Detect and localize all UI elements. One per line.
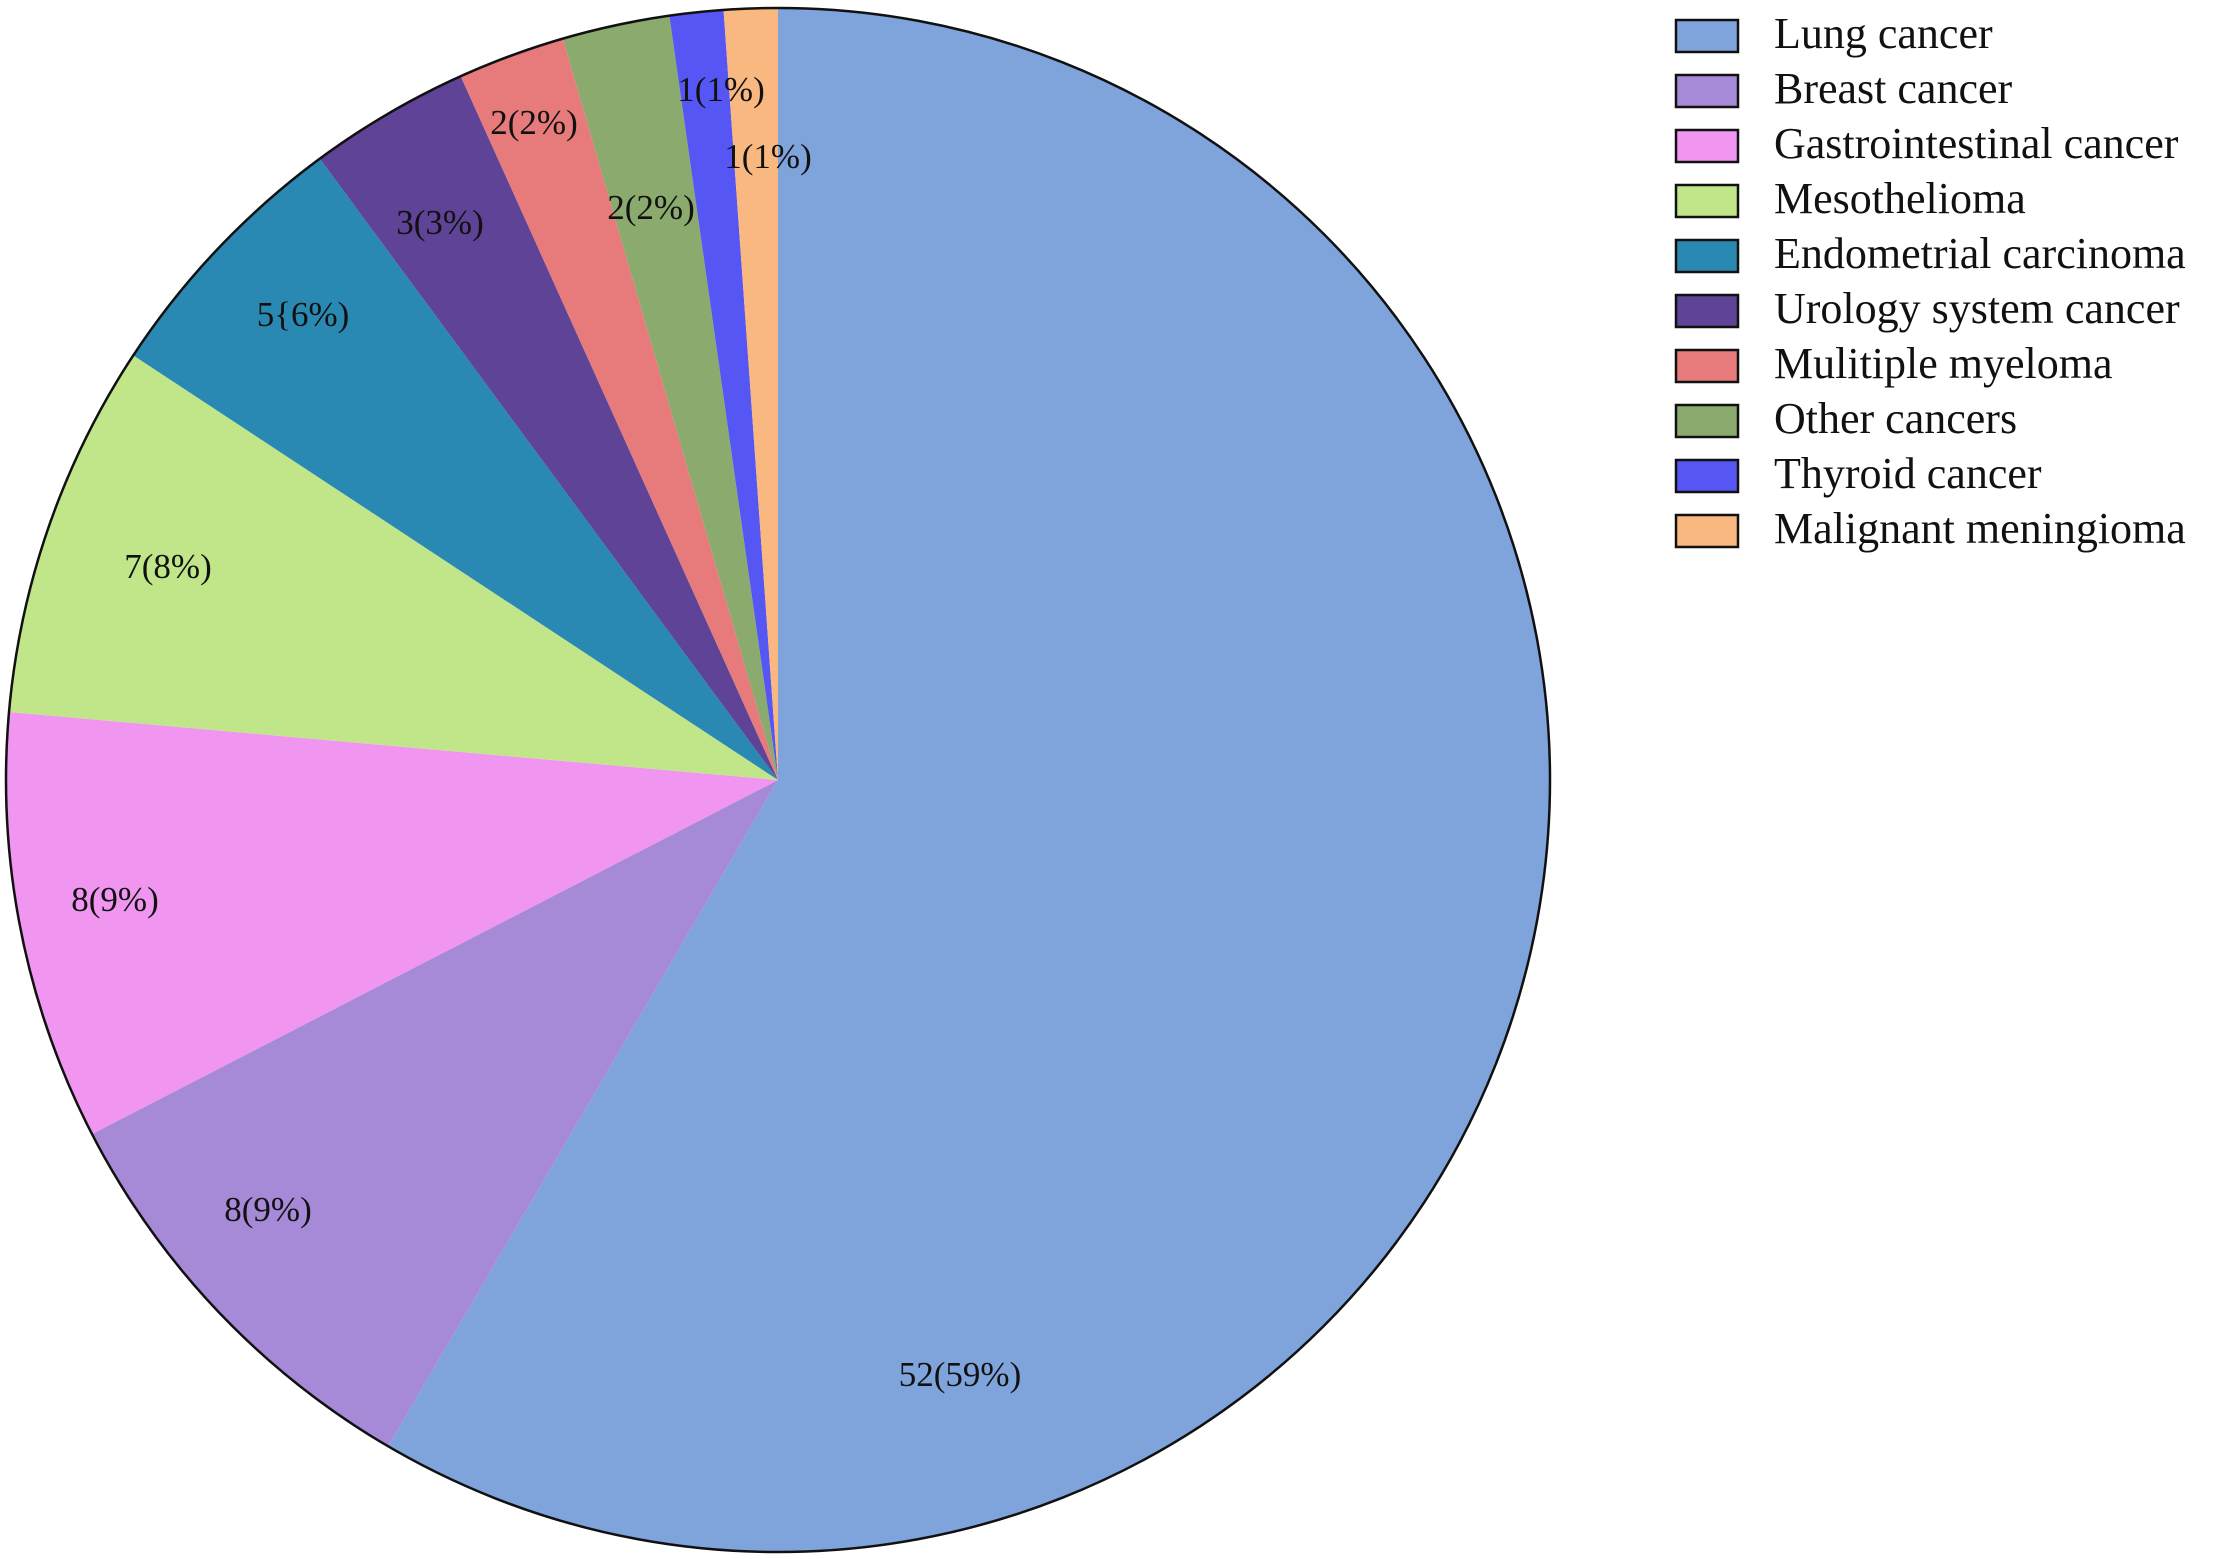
legend-swatch bbox=[1674, 513, 1740, 549]
slice-label-mesothelioma: 7(8%) bbox=[124, 547, 211, 586]
legend-label: Lung cancer bbox=[1774, 9, 1993, 58]
legend-item-thyroid-cancer: Thyroid cancer bbox=[1674, 449, 2042, 498]
legend-swatch bbox=[1674, 128, 1740, 164]
pie-slice-malignant-meningioma bbox=[723, 8, 778, 780]
legend-label: Gastrointestinal cancer bbox=[1774, 119, 2179, 168]
slice-label-mulitiple-myeloma: 2(2%) bbox=[490, 103, 577, 142]
pie-slice-mesothelioma bbox=[9, 355, 779, 780]
pie-slice-urology-system-cancer bbox=[319, 76, 778, 780]
slice-label-lung-cancer: 52(59%) bbox=[899, 1355, 1021, 1394]
legend-label: Endometrial carcinoma bbox=[1774, 229, 2186, 278]
pie-outline bbox=[4, 6, 1552, 1554]
slice-label-breast-cancer: 8(9%) bbox=[224, 1190, 311, 1229]
pie-slices bbox=[4, 6, 1552, 1554]
legend-item-mulitiple-myeloma: Mulitiple myeloma bbox=[1674, 339, 2113, 388]
legend-item-urology-system-cancer: Urology system cancer bbox=[1674, 284, 2180, 333]
pie-slice-lung-cancer bbox=[388, 8, 1550, 1553]
legend-swatch bbox=[1674, 238, 1740, 274]
legend-item-lung-cancer: Lung cancer bbox=[1674, 9, 1993, 58]
legend-swatch bbox=[1674, 183, 1740, 219]
legend-item-endometrial-carcinoma: Endometrial carcinoma bbox=[1674, 229, 2186, 278]
legend-label: Thyroid cancer bbox=[1774, 449, 2042, 498]
legend-swatch bbox=[1674, 403, 1740, 439]
pie-slice-mulitiple-myeloma bbox=[460, 38, 778, 781]
legend-item-breast-cancer: Breast cancer bbox=[1674, 64, 2013, 113]
pie-slice-breast-cancer bbox=[92, 780, 779, 1447]
legend-item-gastrointestinal-cancer: Gastrointestinal cancer bbox=[1674, 119, 2179, 168]
slice-label-other-cancers: 2(2%) bbox=[607, 188, 694, 227]
legend-swatch bbox=[1674, 73, 1740, 109]
legend-label: Breast cancer bbox=[1774, 64, 2013, 113]
pie-slice-labels: 52(59%) 8(9%) 8(9%) 7(8%) 5{6%) 3(3%) 2(2%) 2(2… bbox=[71, 70, 1021, 1394]
slice-label-gastrointestinal-cancer: 8(9%) bbox=[71, 880, 158, 919]
legend: Lung cancer Breast cancer Gastrointestinal… bbox=[1674, 9, 2186, 553]
slice-label-thyroid-cancer: 1(1%) bbox=[677, 70, 764, 109]
legend-swatch bbox=[1674, 293, 1740, 329]
pie-slice-gastrointestinal-cancer bbox=[5, 711, 778, 1135]
legend-item-mesothelioma: Mesothelioma bbox=[1674, 174, 2026, 223]
legend-label: Mesothelioma bbox=[1774, 174, 2026, 223]
pie-slice-endometrial-carcinoma bbox=[133, 158, 778, 780]
legend-label: Mulitiple myeloma bbox=[1774, 339, 2113, 388]
legend-swatch bbox=[1674, 348, 1740, 384]
pie-slice-thyroid-cancer bbox=[669, 9, 778, 780]
legend-label: Other cancers bbox=[1774, 394, 2017, 443]
slice-label-malignant-meningioma: 1(1%) bbox=[724, 137, 811, 176]
legend-item-other-cancers: Other cancers bbox=[1674, 394, 2017, 443]
legend-swatch bbox=[1674, 18, 1740, 54]
slice-label-urology-system-cancer: 3(3%) bbox=[396, 203, 483, 242]
legend-item-malignant-meningioma: Malignant meningioma bbox=[1674, 504, 2186, 553]
pie-slice-other-cancers bbox=[562, 15, 778, 780]
legend-swatch bbox=[1674, 458, 1740, 494]
slice-label-endometrial-carcinoma: 5{6%) bbox=[257, 295, 350, 334]
legend-label: Malignant meningioma bbox=[1774, 504, 2186, 553]
legend-label: Urology system cancer bbox=[1774, 284, 2180, 333]
